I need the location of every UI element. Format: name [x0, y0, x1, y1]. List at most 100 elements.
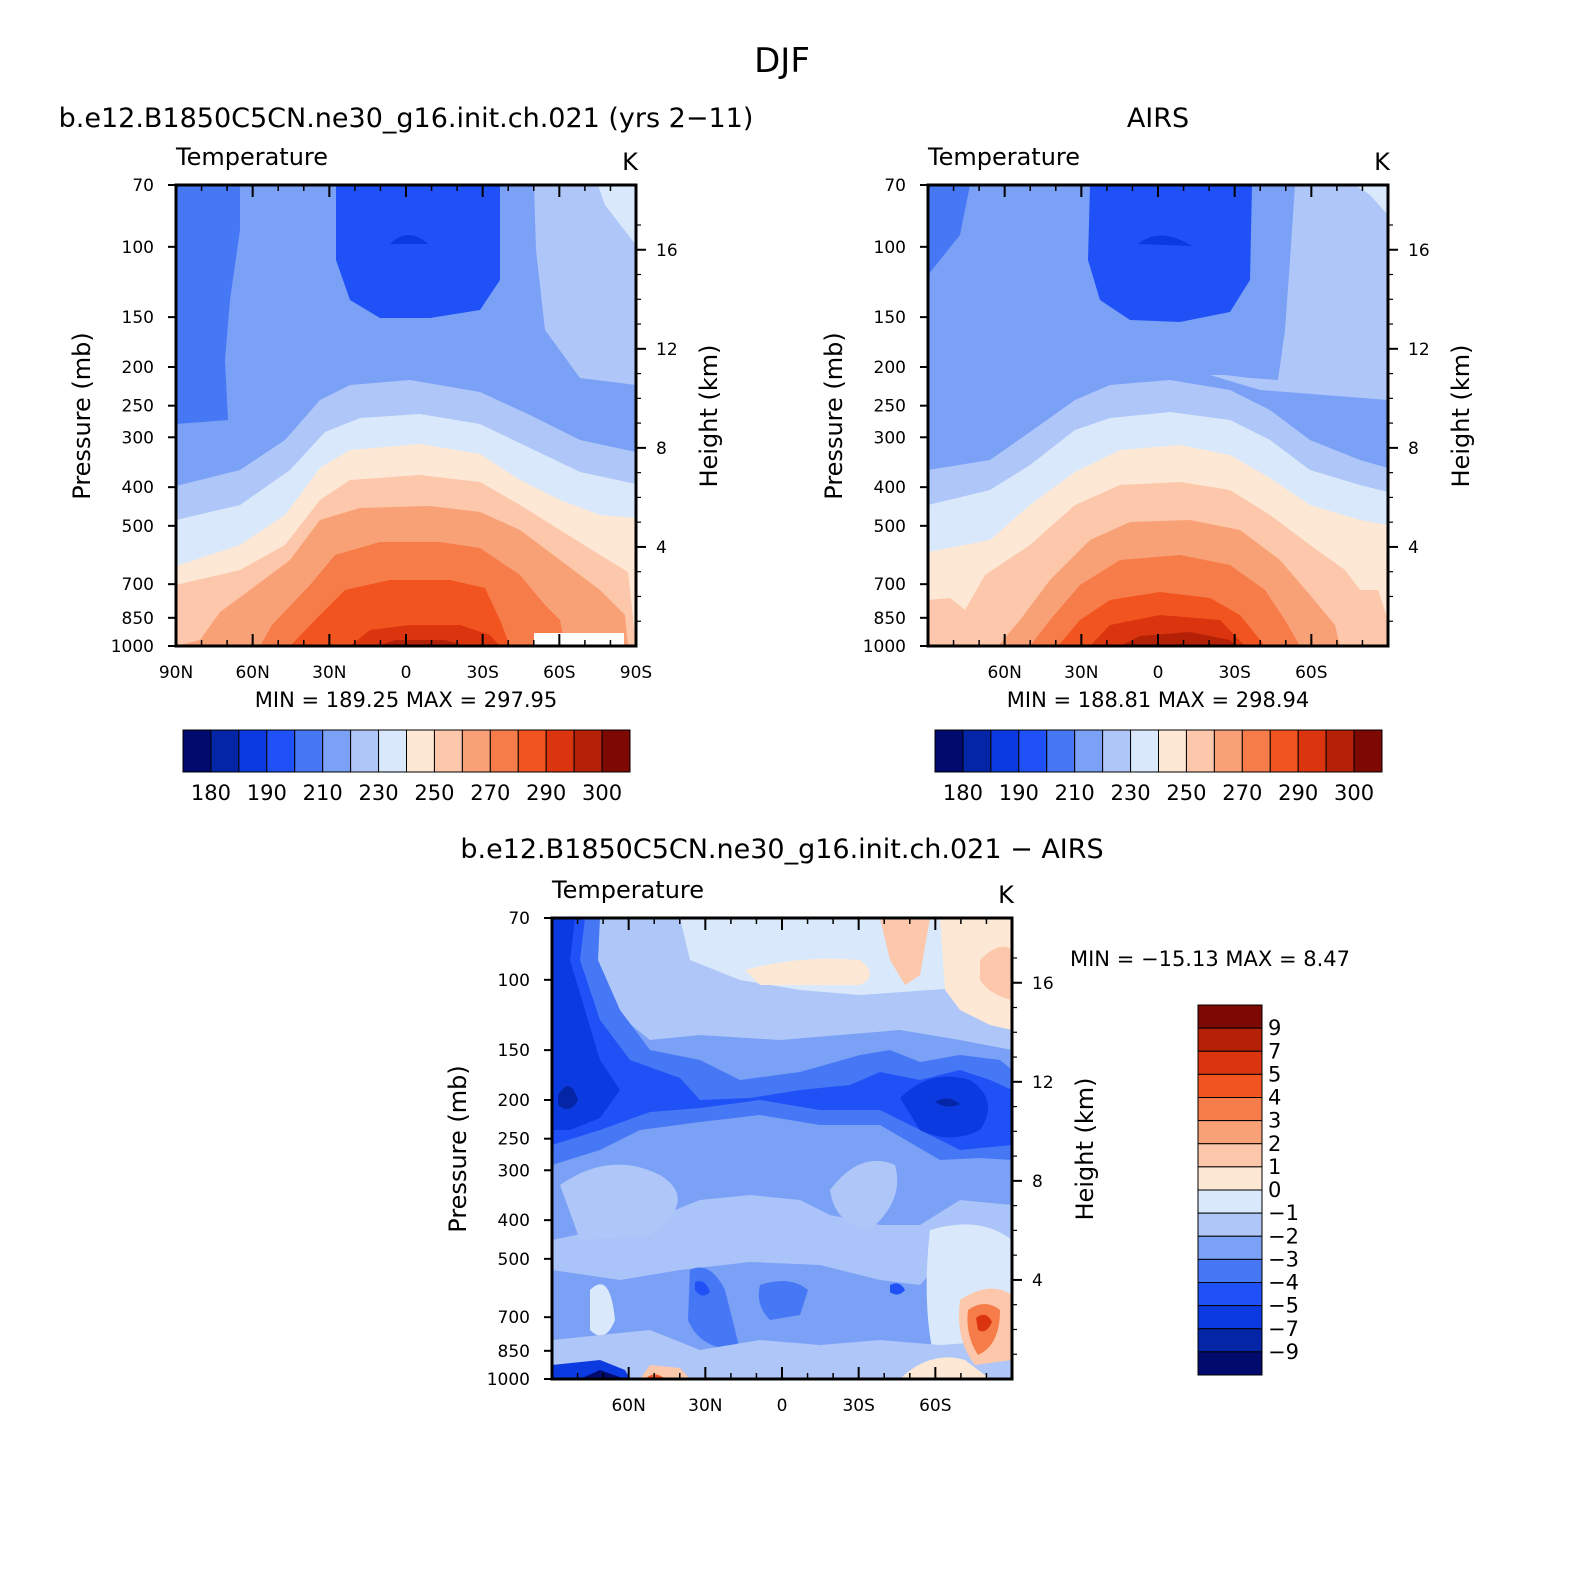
- y-tick-label: 850: [122, 609, 154, 629]
- figure-title: DJF: [754, 41, 810, 81]
- colorbar-label: 9: [1268, 1016, 1281, 1040]
- stats-line: MIN = 188.81 MAX = 298.94: [1007, 688, 1309, 712]
- axes: 60N 30N 0 30S 60S 70 100 150 200 250 300 400 500 700 8…: [863, 176, 1430, 683]
- panel-variable: Temperature: [175, 143, 328, 171]
- x-tick-label: 30S: [466, 663, 498, 683]
- x-tick-label: 30S: [1218, 663, 1250, 683]
- colorbar-swatch: [1197, 1258, 1263, 1283]
- colorbar-swatch: [990, 729, 1020, 773]
- colorbar-swatch: [266, 729, 296, 773]
- colorbar-swatch: [1197, 1004, 1263, 1029]
- right-tick-label: 16: [1408, 241, 1430, 261]
- y-tick-label: 500: [122, 517, 154, 537]
- x-tick-label: 60N: [987, 663, 1021, 683]
- panel-title: b.e12.B1850C5CN.ne30_g16.init.ch.021 (yr…: [59, 103, 754, 134]
- colorbar-swatch: [1197, 1235, 1263, 1260]
- colorbar-swatch: [1197, 1305, 1263, 1330]
- colorbar-label: 4: [1268, 1086, 1281, 1110]
- y-tick-label: 300: [498, 1161, 530, 1181]
- colorbar-swatch: [545, 729, 575, 773]
- colorbar-swatch: [350, 729, 380, 773]
- x-tick-label: 60N: [235, 663, 269, 683]
- colorbar-label: −2: [1268, 1224, 1299, 1248]
- colorbar-swatch: [1018, 729, 1048, 773]
- axes: 90N 60N 30N 0 30S 60S 90S 70 100 150 200 250 300 400 5…: [111, 176, 678, 683]
- y-tick-label: 250: [498, 1130, 530, 1150]
- colorbar-swatch: [461, 729, 491, 773]
- colorbar-label: 0: [1268, 1178, 1281, 1202]
- colorbar-swatch: [1325, 729, 1355, 773]
- y-tick-label: 400: [122, 478, 154, 498]
- axes: 60N 30N 0 30S 60S 70 100 150 200 250 300 400 500 700 8…: [487, 909, 1054, 1416]
- x-tick-label: 0: [1153, 663, 1164, 683]
- colorbar-swatch: [1197, 1050, 1263, 1075]
- panel-model: b.e12.B1850C5CN.ne30_g16.init.ch.021 (yr…: [59, 103, 754, 805]
- right-tick-label: 4: [1408, 538, 1419, 558]
- y-tick-label: 200: [498, 1091, 530, 1111]
- x-tick-label: 60S: [543, 663, 575, 683]
- colorbar-label: 190: [247, 781, 287, 805]
- colorbar-swatch: [1197, 1166, 1263, 1191]
- right-tick-label: 12: [1032, 1073, 1054, 1093]
- colorbar-swatch: [573, 729, 603, 773]
- panel-title: b.e12.B1850C5CN.ne30_g16.init.ch.021 − A…: [460, 834, 1103, 865]
- colorbar-label: −3: [1268, 1247, 1299, 1271]
- colorbar-swatch: [1241, 729, 1271, 773]
- x-tick-label: 90S: [620, 663, 652, 683]
- colorbar-label: 180: [943, 781, 983, 805]
- y-tick-label: 100: [874, 238, 906, 258]
- colorbar-label: 190: [999, 781, 1039, 805]
- right-tick-label: 12: [1408, 340, 1430, 360]
- x-tick-label: 60N: [611, 1396, 645, 1416]
- right-tick-label: 8: [1408, 439, 1419, 459]
- x-tick-label: 30N: [1064, 663, 1098, 683]
- y-tick-label: 150: [874, 308, 906, 328]
- colorbar-swatch: [1197, 1143, 1263, 1168]
- colorbar-swatch: [1046, 729, 1076, 773]
- x-tick-label: 30N: [312, 663, 346, 683]
- x-tick-label: 30N: [688, 1396, 722, 1416]
- colorbar-label: −7: [1268, 1317, 1299, 1341]
- right-tick-label: 4: [1032, 1271, 1043, 1291]
- colorbar-swatch: [1197, 1027, 1263, 1052]
- y-tick-label: 150: [498, 1041, 530, 1061]
- panel-title: AIRS: [1127, 103, 1189, 134]
- colorbar-swatch: [406, 729, 435, 773]
- y-tick-label: 400: [498, 1211, 530, 1231]
- panel-difference: b.e12.B1850C5CN.ne30_g16.init.ch.021 − A…: [444, 834, 1350, 1416]
- y-tick-label: 200: [122, 358, 154, 378]
- colorbar-label: 230: [1111, 781, 1151, 805]
- colorbar-swatch: [1197, 1351, 1263, 1376]
- colorbar-swatch: [1197, 1073, 1263, 1098]
- colorbar-swatch: [1213, 729, 1243, 773]
- colorbar-swatch: [294, 729, 324, 773]
- colorbar-swatch: [1197, 1212, 1263, 1237]
- colorbar-swatch: [1269, 729, 1299, 773]
- y-tick-label: 250: [122, 397, 154, 417]
- stats-line: MIN = 189.25 MAX = 297.95: [255, 688, 557, 712]
- colorbar-swatch: [1130, 729, 1159, 773]
- colorbar-label: 2: [1268, 1132, 1281, 1156]
- colorbar: 180 190 210 230 250 270 290 300: [182, 729, 631, 805]
- contour-field: [928, 185, 1388, 646]
- y-tick-label: 400: [874, 478, 906, 498]
- colorbar-swatch: [934, 729, 964, 773]
- y-tick-label: 500: [874, 517, 906, 537]
- colorbar-label: 290: [526, 781, 566, 805]
- right-tick-label: 8: [1032, 1172, 1043, 1192]
- y-tick-label: 300: [874, 428, 906, 448]
- colorbar-label: 210: [1055, 781, 1095, 805]
- axis-label-left: Pressure (mb): [820, 332, 848, 499]
- colorbar-swatch: [517, 729, 547, 773]
- y-tick-label: 100: [122, 238, 154, 258]
- right-tick-label: 16: [656, 241, 678, 261]
- y-tick-label: 850: [498, 1342, 530, 1362]
- x-tick-label: 0: [401, 663, 412, 683]
- contour-field: [552, 918, 1012, 1379]
- colorbar-label: 250: [414, 781, 454, 805]
- x-tick-label: 30S: [842, 1396, 874, 1416]
- colorbar-swatch: [1074, 729, 1104, 773]
- right-tick-label: 16: [1032, 974, 1054, 994]
- panel-variable: Temperature: [927, 143, 1080, 171]
